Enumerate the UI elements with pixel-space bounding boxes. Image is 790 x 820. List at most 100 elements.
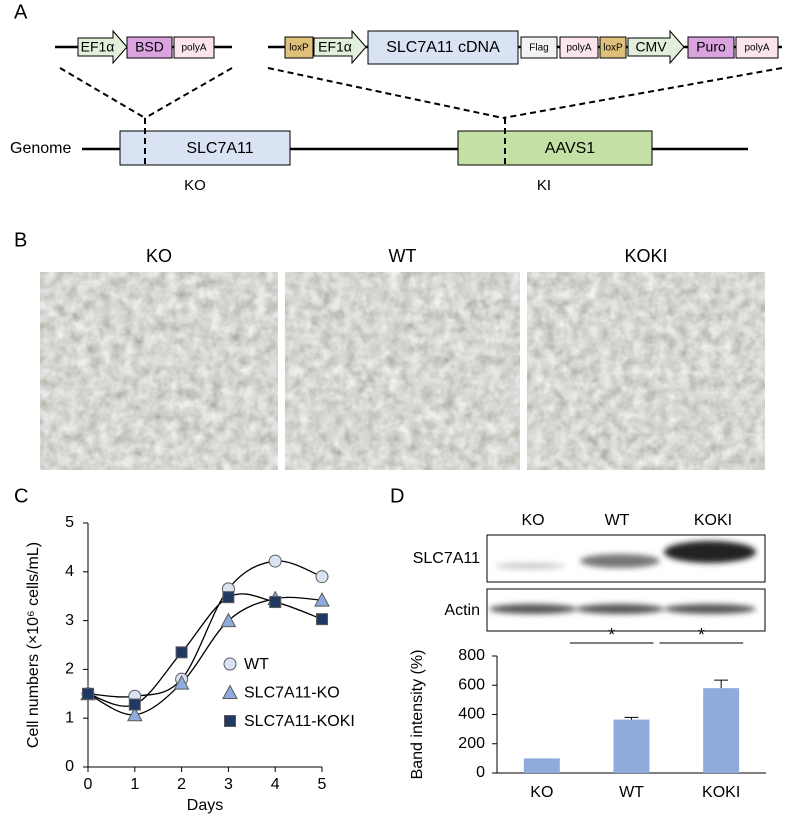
insertion-dash <box>502 67 783 119</box>
marker <box>173 675 190 690</box>
y-tick-label: 0 <box>476 764 485 781</box>
insertion-dash <box>267 67 504 119</box>
marker <box>314 592 330 607</box>
construct-element <box>520 36 558 59</box>
locus-label: AAVS1 <box>545 140 596 157</box>
element-label: Puro <box>696 39 726 55</box>
element-label: loxP <box>289 43 309 54</box>
locus-box <box>119 130 291 166</box>
micrograph <box>40 272 278 470</box>
promoter-arrow <box>77 29 128 65</box>
blot-row-label: SLC7A11 <box>413 550 480 567</box>
panel-label: D <box>390 485 404 507</box>
bar <box>613 719 650 773</box>
element-label: polyA <box>181 43 206 54</box>
marker <box>126 706 143 722</box>
x-tick-label: 4 <box>271 776 280 793</box>
construct-element <box>367 30 519 65</box>
x-tick-label: KOKI <box>702 784 740 801</box>
lane-label: KO <box>521 512 544 529</box>
y-tick-label: 4 <box>65 563 74 580</box>
y-tick-label: 400 <box>458 706 485 723</box>
significance-label: * <box>698 625 705 645</box>
x-tick-label: 2 <box>177 776 186 793</box>
y-tick-label: 5 <box>65 514 74 531</box>
construct-element <box>559 36 599 59</box>
y-tick-label: 200 <box>458 735 485 752</box>
lane-label: KOKI <box>694 512 732 529</box>
y-axis-title: Band intensity (%) <box>409 650 426 780</box>
construct-element <box>126 36 173 59</box>
promoter-arrow <box>313 29 367 65</box>
x-tick-label: WT <box>619 784 644 801</box>
bar <box>703 688 740 773</box>
legend-marker <box>223 657 237 671</box>
bar <box>523 758 560 773</box>
micrograph <box>527 272 765 470</box>
legend-label: SLC7A11-KO <box>244 685 340 702</box>
marker <box>222 591 235 604</box>
lane-label: WT <box>605 512 630 529</box>
panel-label: A <box>14 1 28 23</box>
x-tick-label: 1 <box>130 776 139 793</box>
significance-label: * <box>608 625 615 645</box>
legend-marker <box>222 684 238 699</box>
element-label: EF1α <box>81 39 115 55</box>
locus-label: SLC7A11 <box>186 140 253 157</box>
element-label: BSD <box>135 39 164 55</box>
insertion-dash <box>59 67 146 119</box>
edit-label: KO <box>184 177 206 194</box>
legend-marker <box>224 715 236 727</box>
locus-box <box>457 130 653 166</box>
insertion-dash <box>144 67 233 119</box>
genome-label: Genome <box>10 140 71 157</box>
y-tick-label: 3 <box>65 612 74 629</box>
error-bar <box>714 679 729 689</box>
x-tick-label: 5 <box>318 776 327 793</box>
image-title: KO <box>146 246 172 266</box>
blot-bands <box>489 541 756 614</box>
marker <box>128 698 141 711</box>
promoter-arrow <box>627 29 685 65</box>
y-axis-title: Cell numbers (×10⁶ cells/mL) <box>25 542 42 748</box>
legend-label: SLC7A11-KOKI <box>244 713 355 730</box>
x-tick-label: 0 <box>84 776 93 793</box>
y-tick-label: 1 <box>65 709 74 726</box>
element-label: polyA <box>566 43 591 54</box>
marker <box>82 687 94 700</box>
construct-element <box>173 36 215 59</box>
y-tick-label: 800 <box>458 647 485 664</box>
marker <box>220 612 237 628</box>
series-line <box>87 560 323 698</box>
y-tick-label: 2 <box>65 661 74 678</box>
construct-element <box>735 36 779 59</box>
marker <box>269 596 282 609</box>
element-label: Flag <box>529 43 548 54</box>
element-label: CMV <box>635 39 667 55</box>
x-tick-label: KO <box>530 784 553 801</box>
marker <box>316 613 328 626</box>
edit-label: KI <box>537 177 551 194</box>
panel-label: C <box>14 485 28 507</box>
legend-label: WT <box>244 656 269 673</box>
micrograph <box>285 272 520 470</box>
x-tick-label: 3 <box>224 776 233 793</box>
x-axis-title: Days <box>187 797 223 814</box>
error-bar <box>624 716 639 720</box>
construct-element <box>599 36 627 59</box>
element-label: SLC7A11 cDNA <box>386 39 500 56</box>
y-tick-label: 0 <box>65 758 74 775</box>
element-label: EF1α <box>318 39 352 55</box>
element-label: loxP <box>603 43 623 54</box>
image-title: WT <box>389 246 417 266</box>
y-tick-label: 600 <box>458 676 485 693</box>
element-label: polyA <box>744 43 769 54</box>
panel-label: B <box>14 229 27 251</box>
marker <box>315 570 329 584</box>
image-title: KOKI <box>624 246 667 266</box>
blot-row-label: Actin <box>444 602 480 619</box>
construct-element <box>687 36 735 59</box>
marker <box>175 646 188 659</box>
